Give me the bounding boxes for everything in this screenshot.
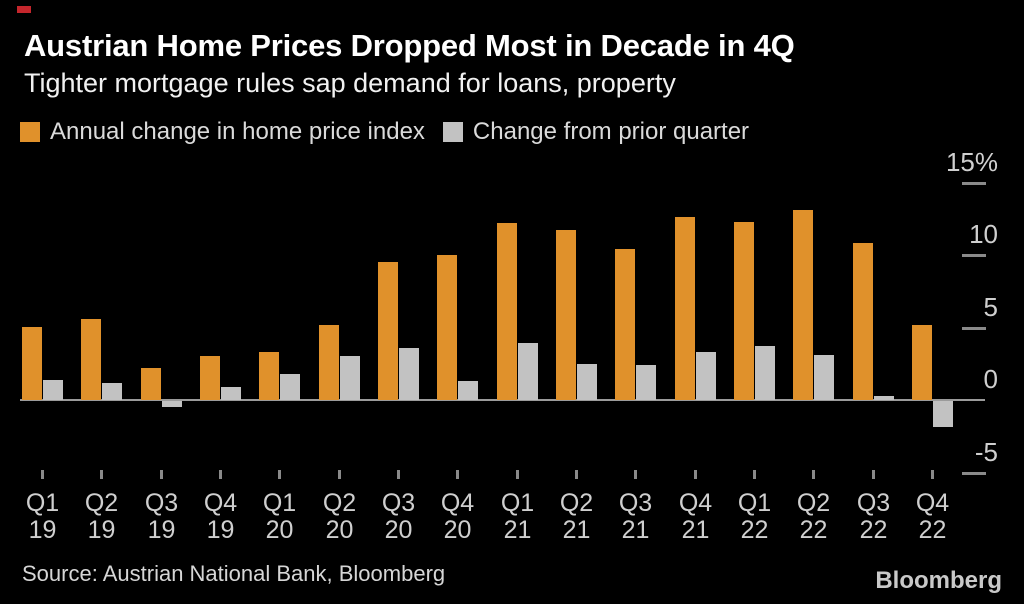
bar-qoq-q4-20	[458, 381, 478, 400]
legend-item-quarterly-change: Change from prior quarter	[442, 118, 750, 146]
bar-qoq-q3-19	[162, 401, 182, 407]
y-axis-label-15: 15%	[945, 147, 998, 177]
bar-annual-q3-21	[615, 249, 635, 400]
x-axis-tick-q3-20	[397, 470, 400, 479]
x-axis-label-q1-20: Q1 20	[262, 489, 297, 544]
x-axis-tick-q1-19	[41, 470, 44, 479]
legend-item-annual-change: Annual change in home price index	[20, 118, 425, 146]
bar-annual-q1-21	[497, 223, 517, 400]
x-axis-label-q3-20: Q3 20	[381, 489, 416, 544]
x-axis-label-q3-22: Q3 22	[856, 489, 891, 544]
bar-annual-q2-19	[81, 319, 101, 400]
y-axis-label-10: 10	[969, 219, 998, 249]
bar-annual-q2-22	[793, 210, 813, 400]
x-axis-tick-q4-22	[931, 470, 934, 479]
bar-annual-q3-19	[141, 368, 161, 400]
x-axis-label-q1-21: Q1 21	[500, 489, 535, 544]
x-axis-label-q4-20: Q4 20	[440, 489, 475, 544]
x-axis-tick-q3-21	[634, 470, 637, 479]
bar-annual-q4-22	[912, 325, 932, 400]
legend: Annual change in home price index Change…	[20, 118, 749, 146]
bar-qoq-q2-20	[340, 356, 360, 400]
y-axis-label--5: -5	[974, 437, 998, 467]
accent-mark	[17, 6, 31, 13]
legend-swatch-orange	[20, 122, 40, 142]
x-axis-label-q3-19: Q3 19	[144, 489, 179, 544]
bar-qoq-q4-22	[933, 401, 953, 427]
bar-annual-q1-19	[22, 327, 42, 400]
x-axis-label-q2-20: Q2 20	[322, 489, 357, 544]
x-axis-label-q1-19: Q1 19	[25, 489, 60, 544]
x-axis-tick-q2-21	[575, 470, 578, 479]
x-axis-label-q1-22: Q1 22	[737, 489, 772, 544]
x-axis-label-q4-22: Q4 22	[915, 489, 950, 544]
bar-qoq-q3-22	[874, 396, 894, 400]
bar-annual-q2-21	[556, 230, 576, 400]
bar-qoq-q1-20	[280, 374, 300, 400]
zero-baseline	[20, 399, 985, 401]
bar-qoq-q2-21	[577, 364, 597, 400]
x-axis-tick-q4-19	[219, 470, 222, 479]
bar-qoq-q4-19	[221, 387, 241, 400]
bar-qoq-q2-22	[814, 355, 834, 400]
bar-qoq-q1-22	[755, 346, 775, 400]
x-axis-tick-q2-19	[100, 470, 103, 479]
y-axis-tick-15	[962, 182, 986, 185]
legend-swatch-gray	[442, 122, 463, 142]
bar-annual-q4-19	[200, 356, 220, 400]
y-axis-tick-10	[962, 254, 986, 257]
bar-qoq-q2-19	[102, 383, 122, 400]
bar-qoq-q3-21	[636, 365, 656, 400]
y-axis-tick--5	[962, 472, 986, 475]
x-axis-tick-q3-19	[160, 470, 163, 479]
bar-qoq-q4-21	[696, 352, 716, 400]
x-axis-label-q4-21: Q4 21	[678, 489, 713, 544]
bar-qoq-q3-20	[399, 348, 419, 400]
source-attribution: Source: Austrian National Bank, Bloomber…	[22, 561, 446, 586]
x-axis-label-q2-22: Q2 22	[796, 489, 831, 544]
x-axis-tick-q3-22	[872, 470, 875, 479]
bar-annual-q3-22	[853, 243, 873, 400]
chart-title: Austrian Home Prices Dropped Most in Dec…	[24, 28, 795, 63]
x-axis-tick-q1-20	[278, 470, 281, 479]
bar-qoq-q1-21	[518, 343, 538, 400]
x-axis-label-q4-19: Q4 19	[203, 489, 238, 544]
x-axis-tick-q2-22	[812, 470, 815, 479]
bar-annual-q1-22	[734, 222, 754, 400]
bar-annual-q1-20	[259, 352, 279, 400]
x-axis-tick-q1-22	[753, 470, 756, 479]
x-axis-label-q2-19: Q2 19	[84, 489, 119, 544]
bar-annual-q2-20	[319, 325, 339, 400]
x-axis-label-q3-21: Q3 21	[618, 489, 653, 544]
bar-annual-q4-20	[437, 255, 457, 400]
x-axis-label-q2-21: Q2 21	[559, 489, 594, 544]
x-axis-tick-q2-20	[338, 470, 341, 479]
bar-qoq-q1-19	[43, 380, 63, 400]
bloomberg-logo: Bloomberg	[875, 567, 1002, 594]
x-axis-tick-q1-21	[516, 470, 519, 479]
x-axis-tick-q4-20	[456, 470, 459, 479]
x-axis-tick-q4-21	[694, 470, 697, 479]
legend-label-annual-change: Annual change in home price index	[50, 118, 425, 145]
y-axis-label-5: 5	[983, 292, 998, 322]
bar-annual-q4-21	[675, 217, 695, 400]
y-axis-label-0: 0	[983, 364, 998, 394]
legend-label-quarterly-change: Change from prior quarter	[472, 118, 750, 145]
y-axis-tick-5	[962, 327, 986, 330]
bar-annual-q3-20	[378, 262, 398, 400]
chart-subtitle: Tighter mortgage rules sap demand for lo…	[24, 68, 676, 98]
